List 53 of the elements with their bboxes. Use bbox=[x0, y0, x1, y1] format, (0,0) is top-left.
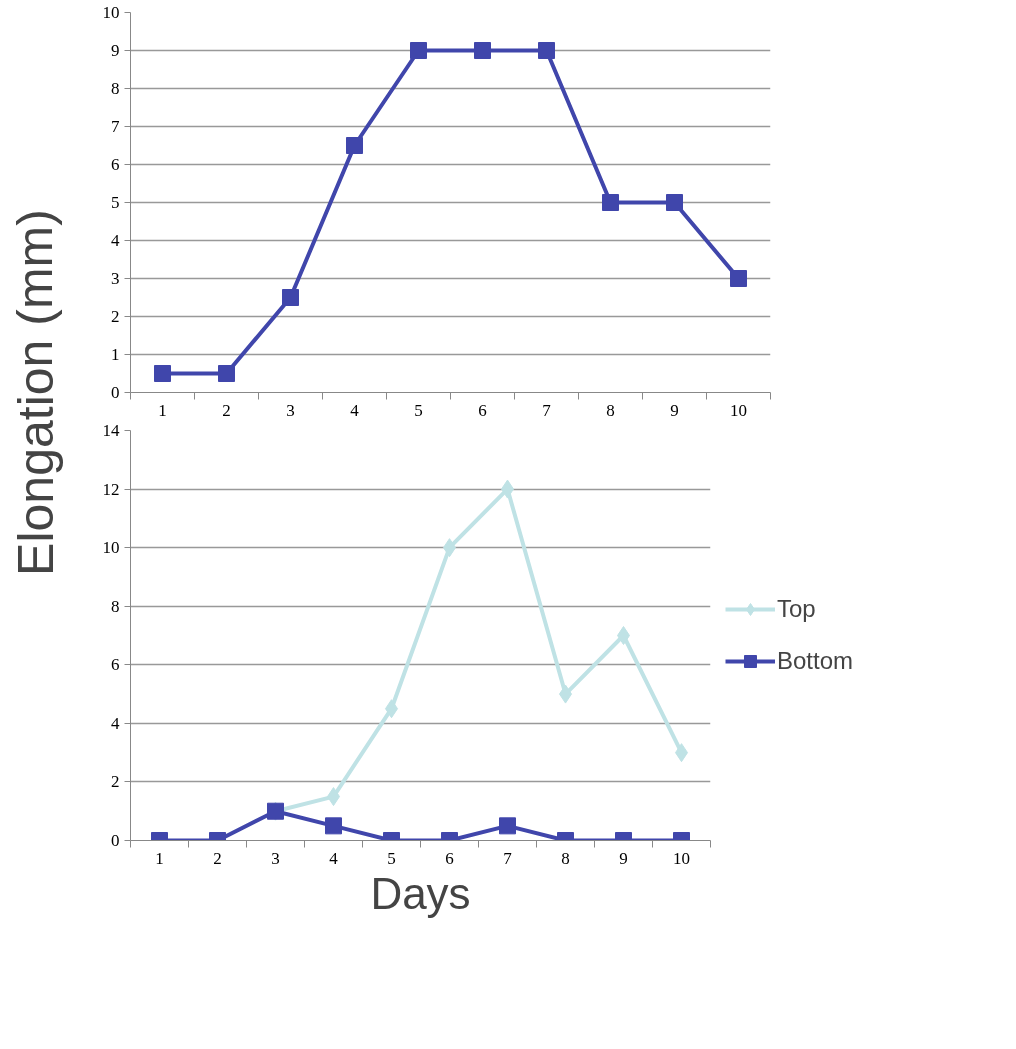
x-tick-label: 9 bbox=[619, 848, 628, 868]
y-tick-label: 6 bbox=[111, 155, 120, 174]
y-tick-label: 14 bbox=[102, 421, 120, 440]
y-axis-title: Elongation (mm) bbox=[7, 209, 64, 576]
x-tick-label: 1 bbox=[155, 848, 164, 868]
y-tick-label: 4 bbox=[111, 713, 120, 733]
x-tick-label: 3 bbox=[271, 848, 280, 868]
y-tick-label: 4 bbox=[111, 231, 120, 250]
x-tick-label: 2 bbox=[222, 400, 231, 420]
x-tick-label: 6 bbox=[445, 848, 454, 868]
y-tick-label: 0 bbox=[111, 831, 120, 850]
y-tick-label: 8 bbox=[111, 79, 120, 98]
x-tick-label: 7 bbox=[542, 400, 552, 420]
x-tick-label: 4 bbox=[329, 848, 339, 868]
x-tick-label: 8 bbox=[561, 848, 570, 868]
x-axis-title: Days bbox=[370, 868, 471, 918]
y-tick-label: 6 bbox=[111, 655, 120, 675]
x-tick-label: 1 bbox=[158, 400, 167, 420]
x-tick-label: 7 bbox=[503, 848, 513, 868]
legend-label: Bottom bbox=[777, 647, 854, 675]
x-tick-label: 8 bbox=[606, 400, 615, 420]
y-tick-label: 3 bbox=[111, 269, 120, 288]
y-tick-label: 0 bbox=[111, 383, 120, 402]
y-tick-label: 10 bbox=[102, 3, 120, 22]
x-tick-label: 5 bbox=[387, 848, 396, 868]
y-tick-label: 8 bbox=[111, 596, 120, 616]
y-tick-label: 10 bbox=[102, 538, 120, 558]
x-tick-label: 4 bbox=[350, 400, 360, 420]
point bbox=[474, 42, 491, 59]
x-tick-label: 3 bbox=[286, 400, 295, 420]
x-tick-label: 2 bbox=[213, 848, 222, 868]
legend-label: Top bbox=[777, 595, 816, 623]
y-tick-label: 1 bbox=[111, 345, 120, 364]
point bbox=[346, 137, 363, 154]
x-tick-label: 9 bbox=[670, 400, 679, 420]
x-tick-label: 10 bbox=[673, 848, 690, 868]
y-tick-label: 12 bbox=[102, 479, 120, 499]
point bbox=[602, 194, 619, 211]
point bbox=[410, 42, 427, 59]
x-tick-label: 6 bbox=[478, 400, 487, 420]
point bbox=[538, 42, 555, 59]
y-tick-label: 9 bbox=[111, 41, 120, 60]
x-tick-label: 10 bbox=[730, 400, 747, 420]
point bbox=[282, 289, 299, 306]
point bbox=[730, 270, 747, 287]
point bbox=[154, 365, 171, 382]
y-tick-label: 7 bbox=[111, 117, 120, 136]
y-tick-label: 5 bbox=[111, 193, 120, 212]
point bbox=[218, 365, 235, 382]
y-tick-label: 2 bbox=[111, 307, 120, 326]
y-tick-label: 2 bbox=[111, 772, 120, 792]
x-tick-label: 5 bbox=[414, 400, 423, 420]
point bbox=[666, 194, 683, 211]
